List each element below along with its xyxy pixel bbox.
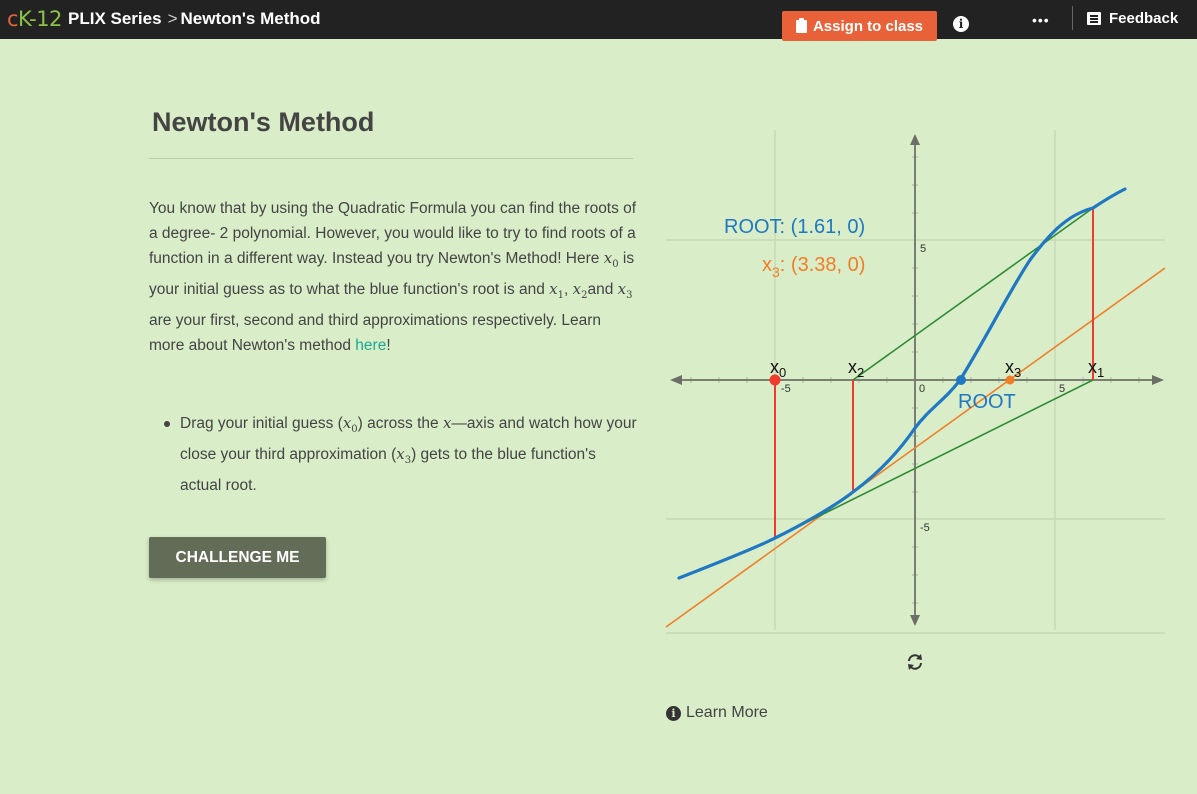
- x1-label: x1: [1088, 357, 1104, 380]
- logo-c: c: [7, 7, 19, 31]
- x3-label: x3: [1005, 357, 1021, 380]
- feedback-icon: [1087, 12, 1101, 25]
- math-x2: x2: [572, 280, 588, 301]
- instruction-text: Drag your initial guess (: [180, 415, 343, 432]
- tangent-line-x1: [852, 207, 1094, 381]
- math-x: x: [442, 414, 452, 432]
- x3-readout: x3: (3.38, 0): [762, 254, 865, 280]
- page-title: Newton's Method: [152, 107, 375, 137]
- info-icon[interactable]: i: [953, 16, 969, 32]
- root-readout: ROOT: (1.61, 0): [724, 216, 865, 238]
- breadcrumb: PLIX Series > Newton's Method: [68, 9, 321, 29]
- y-tick-label: 5: [920, 243, 926, 255]
- y-axis-down-arrow-icon: [910, 615, 920, 626]
- reset-icon[interactable]: [905, 652, 925, 672]
- learn-more-label: Learn More: [686, 704, 768, 721]
- y-axis-up-arrow-icon: [910, 134, 920, 145]
- top-bar: cK-12 PLIX Series > Newton's Method Assign…: [0, 0, 1197, 41]
- instruction-text: ) gets to the blue function's actual roo…: [180, 446, 596, 494]
- title-divider: [149, 158, 633, 159]
- x-axis-right-arrow-icon: [1152, 375, 1164, 385]
- math-x1: x1: [549, 280, 565, 301]
- tangent-line-x2: [665, 267, 1166, 628]
- x3-point: [1005, 375, 1015, 385]
- root-label: ROOT: [958, 391, 1016, 413]
- point-labels: x0 x1 x2 x3 ROOT: [770, 357, 1104, 413]
- x-tick-label: 5: [1059, 383, 1065, 395]
- math-x0: x0: [603, 249, 619, 270]
- breadcrumb-series[interactable]: PLIX Series: [68, 9, 162, 28]
- newtons-method-graph[interactable]: -5 0 5 5 -5 x0 x1 x2 x3 ROOT ROOT: (1.61…: [660, 125, 1175, 640]
- ck12-logo[interactable]: cK-12: [7, 7, 62, 31]
- feedback-label: Feedback: [1109, 10, 1179, 27]
- breadcrumb-separator: >: [167, 9, 178, 28]
- x-tick-label: -5: [781, 383, 791, 395]
- challenge-me-button[interactable]: CHALLENGE ME: [149, 537, 326, 578]
- instruction-item: Drag your initial guess (x0) across the …: [160, 411, 640, 498]
- feedback-button[interactable]: Feedback: [1087, 10, 1178, 27]
- here-link[interactable]: here: [355, 337, 387, 354]
- clipboard-icon: [795, 17, 807, 33]
- learn-more-link[interactable]: i Learn More: [666, 704, 768, 722]
- math-x3: x3: [617, 280, 633, 301]
- instruction-text: ) across the: [357, 415, 443, 432]
- intro-paragraph: You know that by using the Quadratic For…: [149, 200, 637, 354]
- tangent-line-x0: [774, 379, 1094, 539]
- info-circle-icon: i: [666, 705, 681, 721]
- intro-text: !: [386, 337, 391, 354]
- instruction-text: —axis and watch how your close your thir…: [180, 415, 637, 463]
- axes: [670, 134, 1164, 626]
- x-axis-left-arrow-icon: [670, 375, 682, 385]
- x0-label: x0: [770, 357, 786, 380]
- math-x0: x0: [342, 414, 358, 435]
- breadcrumb-current: Newton's Method: [180, 9, 321, 28]
- y-tick-label: -5: [920, 522, 930, 534]
- divider: [1072, 6, 1073, 30]
- root-point: [956, 375, 966, 385]
- math-x3: x3: [396, 445, 412, 466]
- x2-label: x2: [848, 357, 864, 380]
- logo-k12: K-12: [18, 7, 62, 31]
- intro-text: are your first, second and third approxi…: [149, 312, 602, 354]
- more-options-icon[interactable]: •••: [1032, 12, 1050, 28]
- assign-label: Assign to class: [812, 17, 924, 35]
- intro-text: and: [587, 281, 618, 298]
- instructions-list: Drag your initial guess (x0) across the …: [160, 411, 640, 498]
- intro-text: is your initial guess as to what the blu…: [149, 250, 635, 298]
- x0-drag-handle[interactable]: [769, 374, 781, 386]
- function-curve: [677, 187, 1127, 580]
- assign-to-class-button[interactable]: Assign to class: [782, 11, 937, 41]
- tick-labels: -5 0 5 5 -5: [781, 243, 1065, 534]
- intro-text: You know that by using the Quadratic For…: [149, 200, 637, 267]
- x-tick-label: 0: [919, 383, 925, 395]
